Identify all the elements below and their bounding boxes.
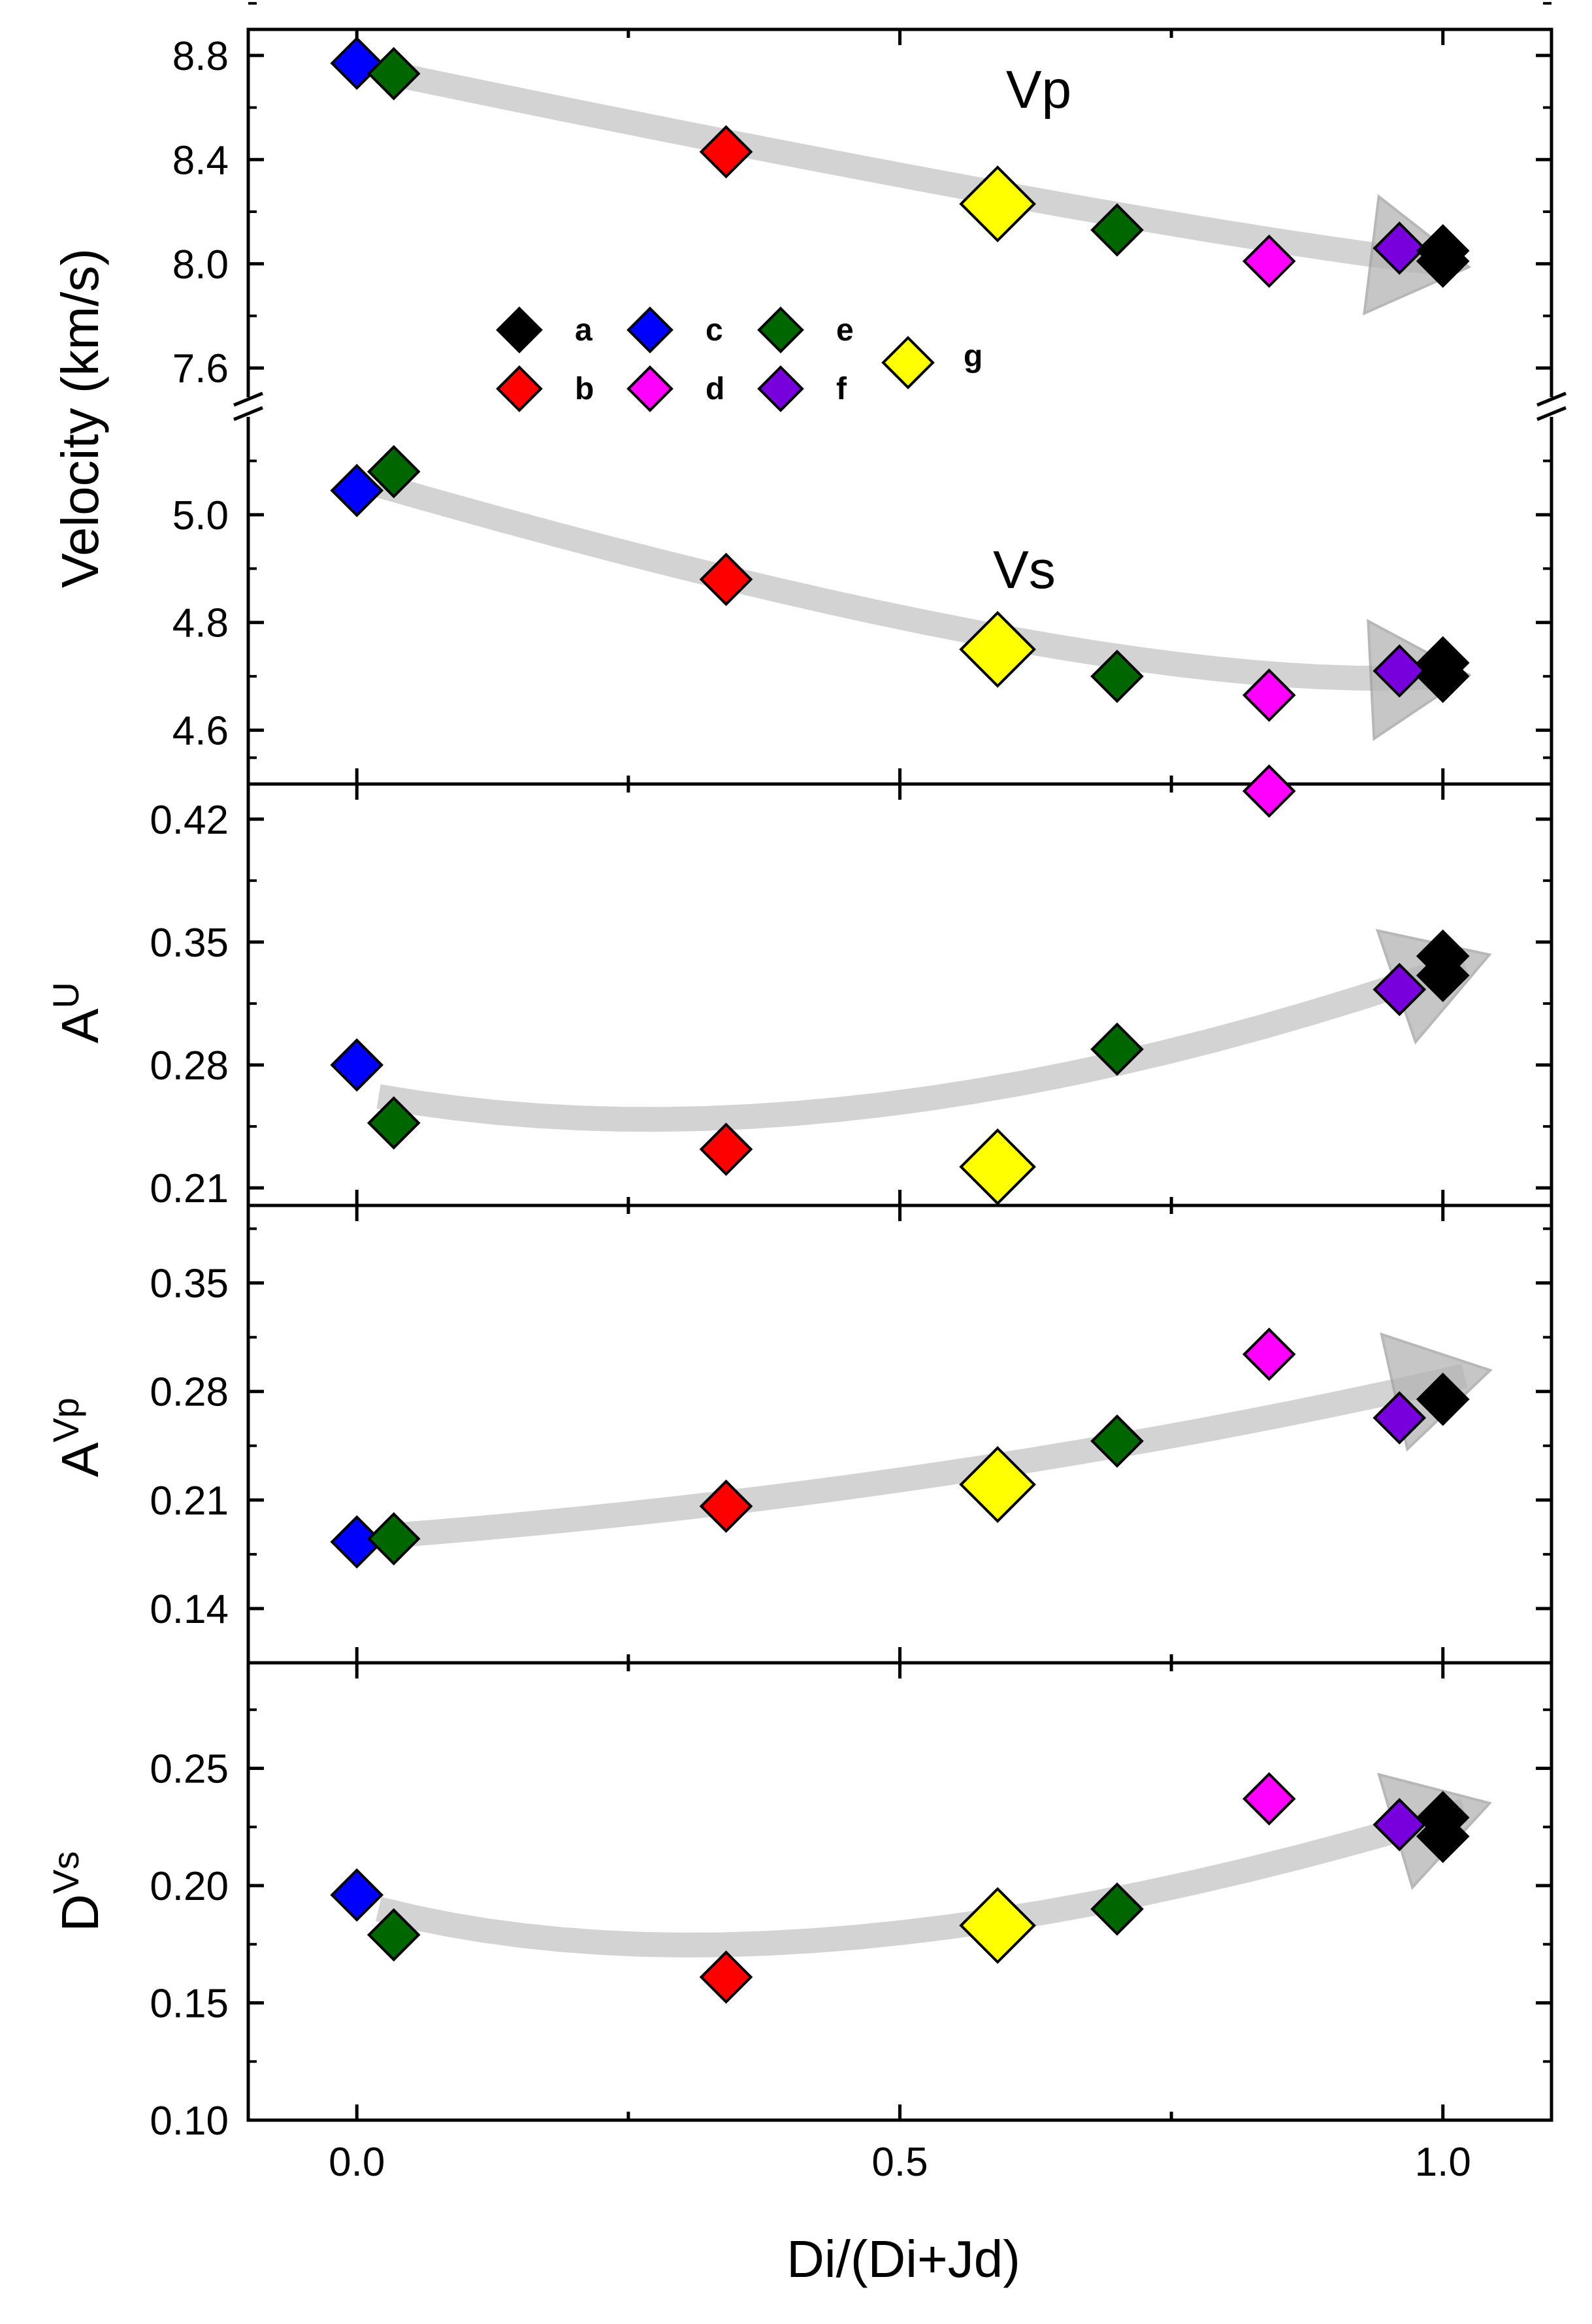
legend-marker-f [757,365,804,412]
axis-break-mark-1 [1536,391,1567,407]
x-tick-label: 0.5 [871,2140,928,2185]
dvs-point-a [1416,1809,1470,1863]
vs-point-b [699,552,753,606]
vp-trend-band [376,59,1445,276]
dvs-point-c [330,1868,384,1922]
vel-upper-tick-label: 8.8 [172,34,229,79]
x-axis-title: Di/(Di+Jd) [787,2230,1020,2288]
au-point-f [1373,962,1427,1017]
vel-lower-tick-label: 4.6 [172,709,229,754]
au-point-e [366,1096,421,1150]
x-tick-label: 1.0 [1415,2140,1471,2185]
axis-break-mark-0 [233,391,263,407]
legend-label-c: c [706,313,723,348]
dvs-axis-title: DVs [45,1851,109,1931]
avp-tick-label: 0.14 [150,1587,229,1632]
avp-axis-title: AVp [45,1398,109,1477]
legend-label-a: a [575,313,593,348]
au-point-b [699,1122,753,1176]
legend-marker-g [881,336,935,389]
series-label-vp: Vp [1006,60,1071,120]
dvs-point-f [1373,1797,1427,1852]
vs-point-e [1090,649,1144,703]
avp-point-b [699,1479,753,1533]
vp-point-a [1416,234,1470,288]
avp-point-e [366,1512,421,1565]
au-tick-label: 0.35 [150,921,229,966]
legend-label-b: b [575,372,594,406]
vp-point-e [1090,203,1144,257]
au-tick-label: 0.21 [150,1166,229,1211]
vp-point-g [959,165,1036,242]
dvs-tick-label: 0.25 [150,1747,229,1792]
dvs-point-b [699,1950,753,2004]
panel-frame-3 [246,1661,1553,2122]
vs-point-g [959,611,1036,688]
avp-point-a [1416,1372,1470,1426]
avp-point-e [1090,1414,1144,1468]
vp-point-b [699,125,753,179]
vs-point-a [1416,649,1470,703]
au-point-a [1416,949,1470,1002]
dvs-tick-label: 0.15 [150,1982,229,2027]
avp-tick-label: 0.28 [150,1370,229,1415]
plot-layer: 7.6 8.0 8.4 8.8 4.6 4.8 5.0 0.21 0.28 0.35 0.42 0.1… [150,2,1567,2185]
dvs-point-g [959,1887,1036,1964]
vel-upper-tick-label: 8.4 [172,138,229,183]
dvs-tick-label: 0.20 [150,1864,229,1909]
legend-marker-a [496,306,543,353]
vs-point-f [1373,644,1427,698]
x-tick-label: 0.0 [329,2140,385,2185]
velocity-axis-title: Velocity (km/s) [51,248,109,588]
dvs-point-d [1242,1772,1296,1826]
avp-trend-band [388,1364,1468,1548]
vs-point-c [330,463,384,517]
au-trend-band [376,951,1469,1132]
vp-point-c [330,36,384,90]
au-point-d [1242,764,1296,818]
au-point-e [1090,1022,1144,1076]
axis-break-mark-1 [1536,406,1567,421]
legend-marker-d [626,365,674,412]
au-tick-label: 0.42 [150,798,229,843]
vel-upper-tick-label: 7.6 [172,346,229,391]
series-label-vs: Vs [993,540,1056,600]
dvs-point-e [366,1908,421,1962]
legend-label-g: g [964,339,983,374]
vp-point-d [1242,234,1296,288]
legend-marker-c [626,306,674,353]
vs-point-e [366,445,421,499]
legend-label-e: e [836,313,854,348]
legend-label-f: f [836,372,847,406]
avp-tick-label: 0.35 [150,1262,229,1307]
legend-marker-b [496,365,543,412]
dvs-tick-label: 0.10 [150,2099,229,2144]
legend-marker-e [757,306,804,353]
avp-tick-label: 0.21 [150,1479,229,1524]
au-point-g [959,1128,1036,1205]
vp-point-f [1373,221,1427,275]
vs-point-d [1242,668,1296,722]
dvs-trend-band [376,1798,1469,1957]
au-tick-label: 0.28 [150,1043,229,1088]
axis-break-mark-0 [233,406,263,421]
avp-point-f [1373,1391,1427,1445]
vs-trend-band [375,473,1444,691]
au-axis-title: AU [45,982,109,1043]
avp-point-g [959,1446,1036,1523]
dvs-point-e [1090,1882,1144,1936]
legend-label-d: d [706,372,724,406]
vel-lower-tick-label: 4.8 [172,601,229,646]
vel-upper-tick-label: 8.0 [172,242,229,287]
vel-lower-tick-label: 5.0 [172,493,229,538]
avp-point-d [1242,1327,1296,1381]
panel-frame-2 [246,1203,1553,1665]
vp-point-e [366,46,421,101]
au-point-c [330,1038,384,1092]
